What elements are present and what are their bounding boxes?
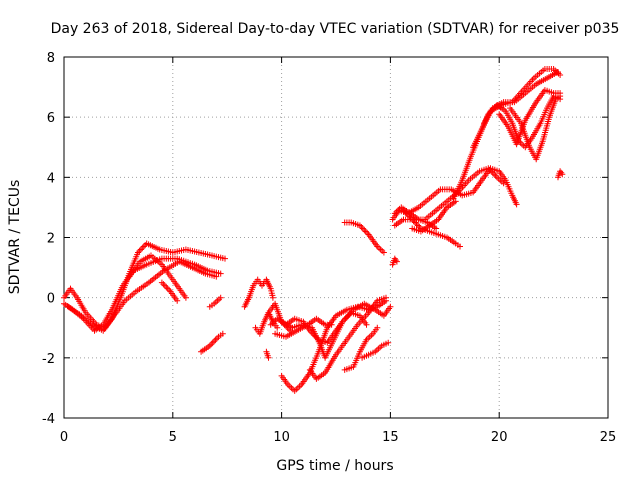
data-point — [139, 245, 146, 251]
data-point — [433, 225, 440, 232]
data-point — [219, 330, 226, 337]
series-arc-13 — [263, 348, 272, 361]
x-tick-label: 0 — [60, 430, 68, 445]
data-point — [380, 249, 387, 256]
data-point — [174, 297, 181, 304]
series-arc-2 — [61, 255, 224, 334]
data-point — [214, 335, 220, 342]
data-point — [160, 281, 167, 288]
data-point — [217, 270, 224, 277]
data-point — [363, 321, 370, 328]
data-point — [209, 339, 216, 346]
data-point — [213, 273, 220, 280]
data-point — [374, 324, 381, 331]
y-tick-label: -4 — [42, 412, 55, 427]
data-point — [163, 284, 170, 291]
x-tick-label: 15 — [382, 430, 399, 445]
series-arc-24 — [400, 207, 463, 250]
series-arc-5 — [158, 279, 181, 304]
series-arc-14 — [265, 309, 281, 331]
data-point — [222, 255, 228, 262]
data-point — [500, 180, 507, 187]
y-axis-label: SDTVAR / TECUs — [7, 180, 23, 295]
data-point — [513, 201, 520, 208]
series-arc-31 — [555, 168, 566, 181]
data-point — [393, 258, 400, 265]
data-point — [387, 303, 394, 310]
data-point — [274, 324, 281, 331]
data-point — [359, 225, 366, 232]
data-point — [166, 287, 173, 294]
series-arc-3 — [65, 258, 220, 334]
x-axis-label: GPS time / hours — [276, 458, 393, 474]
data-point — [208, 341, 215, 348]
data-point — [164, 285, 171, 292]
y-tick-label: 4 — [47, 171, 55, 186]
data-point — [555, 69, 561, 75]
series-arc-16 — [306, 294, 389, 382]
series-arc-6 — [206, 294, 224, 310]
data-point — [161, 282, 168, 289]
data-point — [158, 279, 165, 286]
data-point — [557, 93, 564, 100]
series-arc-18 — [359, 339, 392, 361]
plot-frame — [63, 56, 609, 419]
y-tick-label: -2 — [42, 352, 55, 367]
data-point — [265, 354, 272, 361]
grid — [64, 57, 608, 418]
data-point — [383, 294, 389, 301]
data-point — [182, 294, 189, 301]
y-tick-label: 6 — [47, 111, 55, 126]
x-tick-label: 20 — [491, 430, 508, 445]
series-arc-30 — [507, 93, 564, 163]
y-tick-label: 0 — [47, 292, 55, 307]
series-arc-15 — [278, 297, 389, 394]
x-tick-label: 25 — [600, 430, 617, 445]
data-point — [415, 222, 421, 229]
x-tick-labels: 0 5 10 15 20 25 — [60, 430, 616, 445]
data-point — [217, 294, 224, 301]
series-arc-8 — [241, 276, 276, 310]
data-point — [212, 336, 219, 343]
y-tick-labels: -4 -2 0 2 4 6 8 — [42, 51, 55, 427]
data-point — [361, 227, 368, 233]
data-point — [491, 171, 498, 178]
data-point — [385, 339, 392, 346]
series-arc-7 — [198, 330, 226, 355]
data-point — [492, 172, 499, 179]
data-point — [211, 338, 218, 345]
data-point — [269, 294, 276, 301]
series-arc-20 — [389, 255, 400, 268]
data-point — [142, 242, 149, 248]
data-point — [559, 171, 566, 178]
series-arc-4 — [126, 252, 189, 301]
y-tick-label: 2 — [47, 232, 55, 247]
chart-title: Day 263 of 2018, Sidereal Day-to-day VTE… — [51, 21, 620, 37]
data-point — [362, 228, 369, 235]
series-arc-25 — [391, 204, 440, 232]
x-tick-label: 5 — [169, 430, 177, 445]
series-arc-17 — [341, 324, 381, 373]
data-marks — [61, 66, 566, 394]
data-point — [137, 246, 144, 253]
series-arc-19 — [341, 219, 387, 256]
data-point — [457, 243, 463, 250]
data-point — [364, 230, 371, 236]
x-tick-label: 10 — [273, 430, 290, 445]
y-tick-label: 8 — [47, 51, 55, 66]
series-arc-28 — [481, 69, 561, 127]
